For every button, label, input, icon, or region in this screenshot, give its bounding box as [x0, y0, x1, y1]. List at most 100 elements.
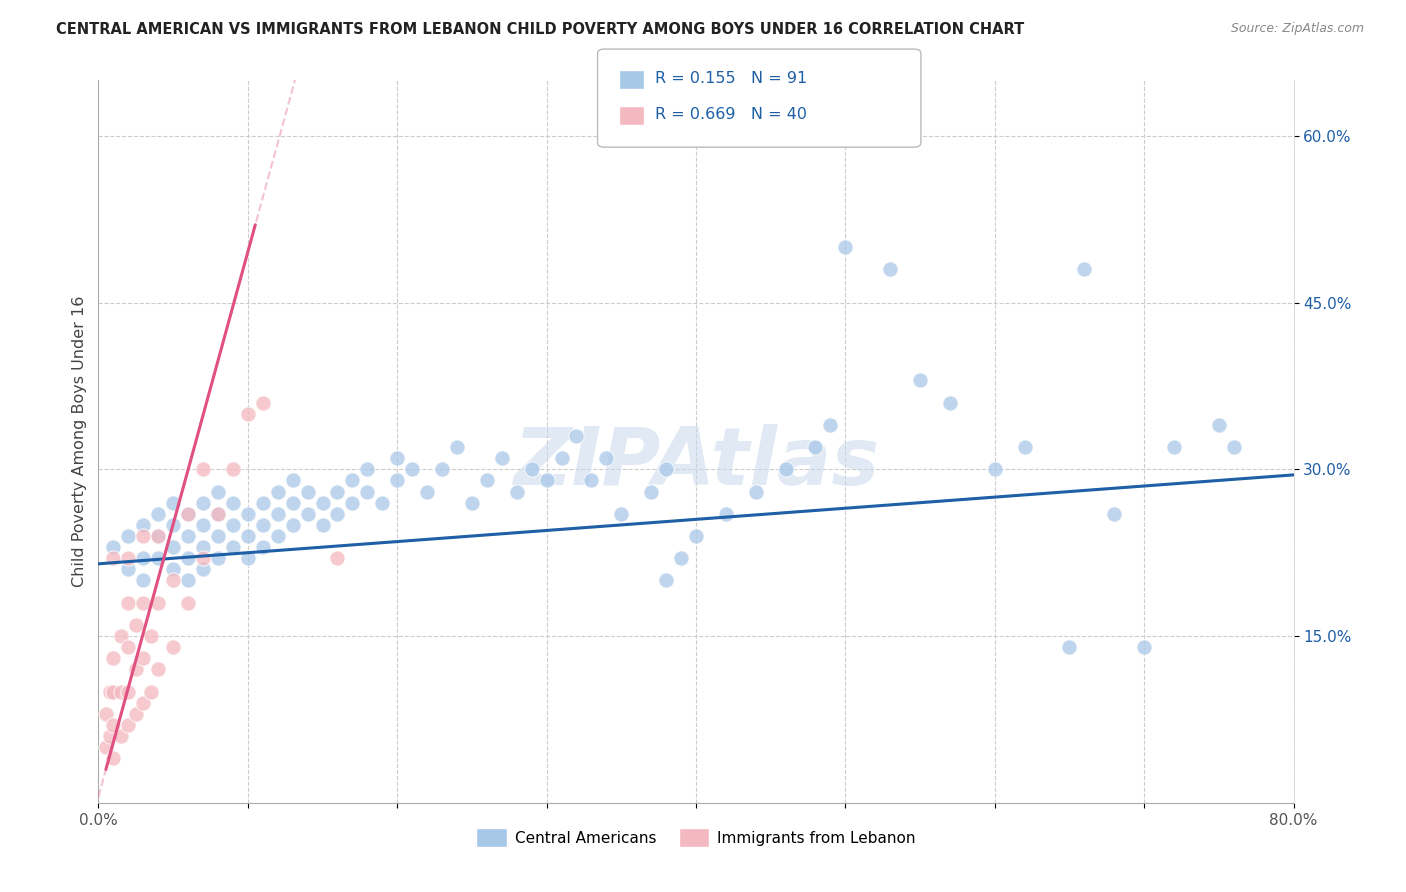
- Point: [162, 540, 184, 554]
- Point: [162, 496, 184, 510]
- Point: [98, 729, 122, 743]
- Point: [1223, 440, 1246, 454]
- Point: [1133, 640, 1156, 655]
- Point: [236, 507, 259, 521]
- Point: [236, 529, 259, 543]
- Point: [385, 474, 409, 488]
- Point: [148, 551, 170, 566]
- Point: [1073, 262, 1095, 277]
- Point: [475, 474, 498, 488]
- Point: [191, 540, 214, 554]
- Point: [252, 395, 274, 409]
- Point: [148, 596, 170, 610]
- Point: [236, 407, 259, 421]
- Point: [207, 507, 229, 521]
- Point: [207, 507, 229, 521]
- Point: [177, 551, 200, 566]
- Y-axis label: Child Poverty Among Boys Under 16: Child Poverty Among Boys Under 16: [72, 296, 87, 587]
- Point: [125, 618, 148, 632]
- Point: [103, 751, 125, 765]
- Point: [297, 507, 319, 521]
- Point: [281, 474, 304, 488]
- Point: [177, 507, 200, 521]
- Point: [326, 507, 349, 521]
- Point: [222, 517, 245, 532]
- Point: [148, 662, 170, 676]
- Point: [94, 740, 117, 755]
- Point: [416, 484, 439, 499]
- Point: [640, 484, 662, 499]
- Point: [132, 517, 155, 532]
- Point: [252, 496, 274, 510]
- Text: CENTRAL AMERICAN VS IMMIGRANTS FROM LEBANON CHILD POVERTY AMONG BOYS UNDER 16 CO: CENTRAL AMERICAN VS IMMIGRANTS FROM LEBA…: [56, 22, 1025, 37]
- Point: [110, 684, 132, 698]
- Text: Source: ZipAtlas.com: Source: ZipAtlas.com: [1230, 22, 1364, 36]
- Point: [117, 529, 139, 543]
- Point: [162, 640, 184, 655]
- Point: [148, 507, 170, 521]
- Point: [177, 507, 200, 521]
- Point: [506, 484, 529, 499]
- Text: R = 0.155   N = 91: R = 0.155 N = 91: [655, 71, 807, 86]
- Point: [252, 517, 274, 532]
- Point: [834, 240, 856, 254]
- Point: [610, 507, 633, 521]
- Point: [1104, 507, 1126, 521]
- Legend: Central Americans, Immigrants from Lebanon: Central Americans, Immigrants from Leban…: [470, 822, 922, 853]
- Point: [117, 684, 139, 698]
- Point: [103, 540, 125, 554]
- Point: [595, 451, 617, 466]
- Point: [430, 462, 453, 476]
- Point: [685, 529, 707, 543]
- Point: [356, 484, 378, 499]
- Point: [132, 596, 155, 610]
- Point: [520, 462, 543, 476]
- Point: [139, 684, 162, 698]
- Point: [669, 551, 692, 566]
- Point: [775, 462, 797, 476]
- Point: [191, 562, 214, 576]
- Point: [281, 517, 304, 532]
- Point: [371, 496, 394, 510]
- Point: [132, 529, 155, 543]
- Point: [745, 484, 768, 499]
- Point: [103, 551, 125, 566]
- Point: [536, 474, 558, 488]
- Point: [326, 484, 349, 499]
- Point: [252, 540, 274, 554]
- Point: [177, 596, 200, 610]
- Point: [581, 474, 603, 488]
- Point: [132, 696, 155, 710]
- Point: [191, 551, 214, 566]
- Point: [908, 373, 931, 387]
- Point: [356, 462, 378, 476]
- Point: [139, 629, 162, 643]
- Point: [267, 529, 290, 543]
- Point: [281, 496, 304, 510]
- Point: [191, 517, 214, 532]
- Point: [491, 451, 513, 466]
- Point: [177, 529, 200, 543]
- Point: [222, 540, 245, 554]
- Point: [191, 496, 214, 510]
- Point: [655, 574, 678, 588]
- Point: [1014, 440, 1036, 454]
- Point: [267, 507, 290, 521]
- Point: [162, 574, 184, 588]
- Point: [222, 496, 245, 510]
- Point: [132, 551, 155, 566]
- Point: [110, 629, 132, 643]
- Point: [132, 651, 155, 665]
- Point: [326, 551, 349, 566]
- Point: [162, 562, 184, 576]
- Point: [311, 496, 333, 510]
- Point: [446, 440, 468, 454]
- Point: [1059, 640, 1081, 655]
- Point: [804, 440, 827, 454]
- Point: [117, 640, 139, 655]
- Text: R = 0.669   N = 40: R = 0.669 N = 40: [655, 107, 807, 121]
- Point: [207, 484, 229, 499]
- Point: [1208, 417, 1230, 432]
- Point: [879, 262, 901, 277]
- Point: [655, 462, 678, 476]
